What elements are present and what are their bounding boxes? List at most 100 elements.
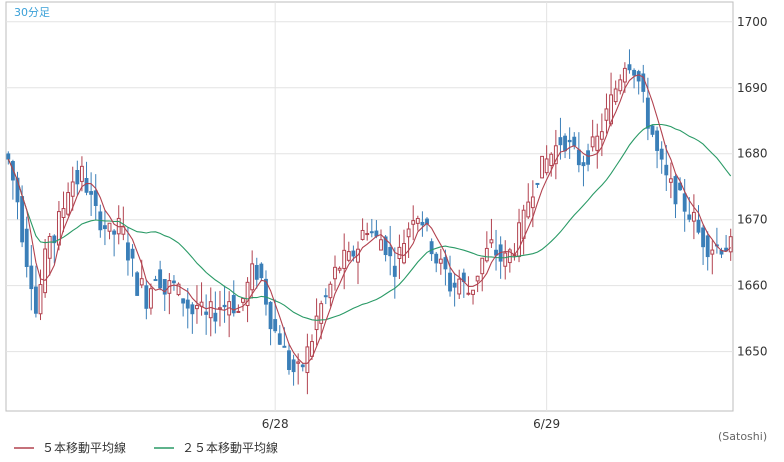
y-tick-label: 1690 bbox=[737, 81, 768, 95]
candle-body bbox=[595, 135, 600, 151]
candle-body bbox=[402, 242, 406, 264]
candle bbox=[452, 272, 457, 307]
candle-body bbox=[489, 239, 494, 244]
x-tick-label: 6/28 bbox=[262, 417, 289, 431]
candle bbox=[337, 266, 342, 274]
candle-body bbox=[47, 235, 52, 259]
candle bbox=[471, 289, 475, 305]
candle-body bbox=[319, 303, 324, 324]
candle-body bbox=[208, 301, 213, 319]
candle bbox=[61, 191, 66, 233]
candle bbox=[710, 240, 715, 275]
candle bbox=[199, 282, 204, 316]
candle bbox=[47, 233, 52, 276]
candle bbox=[259, 262, 264, 282]
candle bbox=[489, 218, 494, 248]
candle bbox=[415, 215, 420, 231]
candle-body bbox=[448, 272, 452, 292]
candle bbox=[241, 297, 245, 312]
candle bbox=[544, 145, 549, 176]
candle-body bbox=[337, 267, 342, 271]
candle bbox=[434, 251, 439, 273]
candle bbox=[181, 298, 186, 317]
candle-body bbox=[558, 137, 563, 146]
candle-body bbox=[572, 136, 577, 146]
candle bbox=[530, 180, 535, 228]
candle-body bbox=[172, 280, 176, 284]
candle-body bbox=[599, 131, 604, 140]
candle-body bbox=[710, 249, 715, 255]
candle bbox=[323, 288, 328, 305]
candle bbox=[420, 211, 425, 237]
candle-body bbox=[254, 264, 259, 280]
candle bbox=[43, 239, 48, 298]
candle-body bbox=[655, 130, 660, 151]
candle-body bbox=[664, 164, 669, 176]
candle-body bbox=[618, 79, 623, 92]
candle-body bbox=[139, 278, 144, 286]
candle-body bbox=[351, 250, 356, 257]
candle bbox=[264, 270, 268, 316]
candle-body bbox=[503, 252, 508, 267]
candle-body bbox=[632, 69, 636, 76]
candle bbox=[604, 93, 609, 134]
candle-body bbox=[149, 288, 153, 309]
candle bbox=[24, 216, 29, 278]
candle-body bbox=[6, 153, 11, 160]
candle bbox=[305, 333, 310, 395]
candle-body bbox=[195, 304, 199, 310]
candle-body bbox=[300, 364, 305, 368]
candle bbox=[70, 166, 75, 211]
candle bbox=[586, 143, 590, 172]
candle bbox=[691, 194, 696, 240]
candle-body bbox=[641, 73, 646, 92]
candle-body bbox=[236, 310, 241, 313]
candle-body bbox=[563, 135, 567, 152]
candle bbox=[512, 243, 517, 261]
candle bbox=[213, 291, 218, 334]
candle bbox=[650, 124, 655, 138]
candle-body bbox=[135, 272, 140, 296]
candle bbox=[300, 363, 305, 372]
candle bbox=[365, 222, 370, 241]
candle-body bbox=[728, 236, 733, 253]
candle bbox=[457, 269, 462, 299]
candle-body bbox=[107, 222, 112, 232]
candle bbox=[632, 68, 636, 89]
candle bbox=[668, 162, 673, 199]
candle-body bbox=[231, 295, 236, 314]
candle-body bbox=[691, 211, 696, 222]
candle-body bbox=[277, 333, 282, 345]
candle bbox=[204, 294, 209, 335]
candle-body bbox=[24, 228, 29, 267]
candle bbox=[636, 69, 641, 95]
candle-body bbox=[590, 136, 595, 148]
candle-body bbox=[20, 196, 25, 243]
candle-body bbox=[429, 241, 434, 255]
candle-body bbox=[79, 165, 84, 182]
candle-body bbox=[604, 108, 609, 121]
candle bbox=[392, 247, 397, 299]
candle-body bbox=[346, 251, 351, 261]
candle bbox=[116, 205, 121, 245]
candle bbox=[277, 325, 282, 345]
candle-body bbox=[369, 231, 374, 234]
candle bbox=[379, 229, 383, 251]
candle bbox=[162, 279, 167, 312]
candle bbox=[535, 182, 540, 189]
y-tick-label: 1650 bbox=[737, 345, 768, 359]
candle-body bbox=[29, 265, 34, 290]
candle bbox=[411, 205, 416, 241]
candle bbox=[567, 127, 572, 159]
ma25-line bbox=[7, 123, 732, 321]
candle bbox=[627, 49, 632, 74]
candle bbox=[659, 141, 664, 174]
candle bbox=[250, 250, 255, 299]
candle-body bbox=[93, 190, 98, 206]
candle bbox=[696, 205, 701, 235]
candle-body bbox=[406, 228, 411, 238]
candle bbox=[613, 80, 618, 105]
candle bbox=[93, 174, 98, 220]
candle-body bbox=[388, 247, 393, 257]
